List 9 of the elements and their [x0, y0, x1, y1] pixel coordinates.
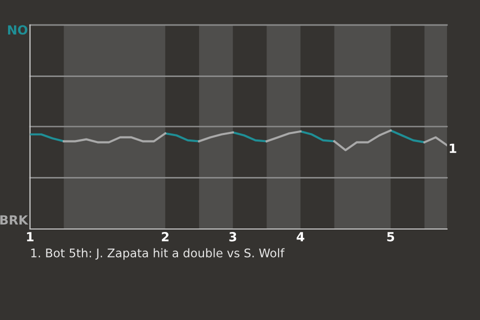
x-tick-label: 3	[229, 232, 236, 242]
x-tick-label: 2	[162, 232, 169, 242]
x-tick-label: 5	[387, 232, 394, 242]
text: BRK	[0, 215, 28, 224]
text: 1. Bot 5th: J. Zapata hit a double vs S. Wolf	[31, 248, 285, 260]
x-tick-label: 4	[296, 232, 304, 242]
text: 1	[450, 144, 456, 153]
text: NO	[8, 25, 28, 35]
x-tick-label: 1	[27, 232, 34, 242]
